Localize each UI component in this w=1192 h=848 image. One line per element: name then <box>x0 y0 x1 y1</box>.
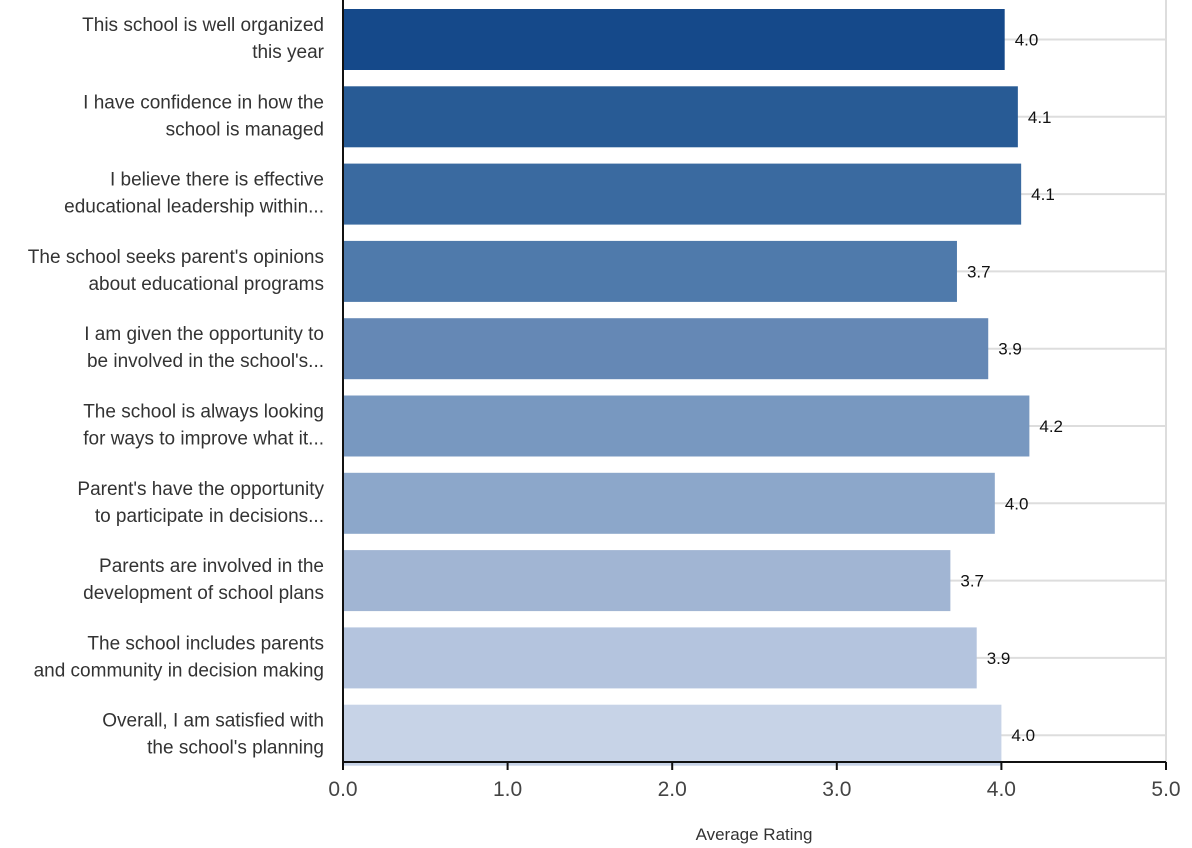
bar-value-label-2: 4.1 <box>1028 108 1052 127</box>
category-label-2: I have confidence in how the school is ma… <box>83 92 324 140</box>
bar-3 <box>343 163 1022 225</box>
bar-value-label-7: 4.0 <box>1005 494 1029 513</box>
bar-value-label-6: 4.2 <box>1039 417 1063 436</box>
x-tick-label-4: 3.0 <box>822 778 851 801</box>
category-label-line: about educational programs <box>88 274 324 295</box>
bar-value-label-4: 3.7 <box>967 262 991 281</box>
category-label-line: I am given the opportunity to <box>84 324 324 345</box>
x-tick-label-1: 0.0 <box>328 778 357 801</box>
x-tick-label-5: 4.0 <box>987 778 1016 801</box>
x-tick-label-3: 2.0 <box>658 778 687 801</box>
category-label-line: Parent's have the opportunity <box>77 479 324 500</box>
bar-8 <box>343 550 951 612</box>
category-label-line: to participate in decisions... <box>95 506 324 527</box>
bar-value-label-5: 3.9 <box>998 340 1022 359</box>
category-label-line: The school includes parents <box>87 633 324 654</box>
bar-value-label-9: 3.9 <box>987 649 1011 668</box>
category-label-line: this year <box>252 42 324 63</box>
x-axis-title: Average Rating <box>696 825 813 844</box>
bar-2 <box>343 86 1018 148</box>
x-tick-label-6: 5.0 <box>1151 778 1180 801</box>
category-label-line: the school's planning <box>147 738 324 759</box>
category-label-8: Parents are involved in the development o… <box>83 556 324 604</box>
category-label-line: and community in decision making <box>34 660 324 681</box>
category-label-6: The school is always looking for ways to … <box>83 402 324 450</box>
bar-10 <box>343 704 1002 766</box>
x-tick-label-2: 1.0 <box>493 778 522 801</box>
category-label-line: I have confidence in how the <box>83 92 324 113</box>
category-label-line: The school is always looking <box>83 402 324 423</box>
category-label-5: I am given the opportunity to be involved… <box>84 324 324 372</box>
bar-7 <box>343 472 995 534</box>
category-label-7: Parent's have the opportunity to particip… <box>77 479 324 527</box>
bar-6 <box>343 395 1030 457</box>
category-label-line: The school seeks parent's opinions <box>28 247 324 268</box>
category-label-line: educational leadership within... <box>64 197 324 218</box>
category-label-4: The school seeks parent's opinions about … <box>28 247 324 295</box>
category-label-1: This school is well organized this year <box>82 15 325 63</box>
category-label-line: Overall, I am satisfied with <box>102 711 324 732</box>
category-label-line: school is managed <box>166 119 324 140</box>
category-label-line: I believe there is effective <box>110 170 324 191</box>
category-label-line: for ways to improve what it... <box>83 429 324 450</box>
axis-layer: 0.0 1.0 2.0 3.0 4.0 5.0 <box>328 0 1181 801</box>
category-label-line: This school is well organized <box>82 15 324 36</box>
category-label-9: The school includes parents and community… <box>34 633 324 681</box>
bar-value-label-1: 4.0 <box>1015 31 1039 50</box>
category-label-3: I believe there is effective educational … <box>64 170 324 218</box>
bar-value-label-8: 3.7 <box>960 572 984 591</box>
bar-4 <box>343 240 957 302</box>
category-label-10: Overall, I am satisfied with the school's… <box>102 711 324 759</box>
bar-1 <box>343 9 1005 70</box>
bar-9 <box>343 627 977 689</box>
label-layer: 4.0 This school is well organized this yea… <box>28 15 1063 759</box>
category-label-line: Parents are involved in the <box>99 556 324 577</box>
bar-value-label-3: 4.1 <box>1031 185 1055 204</box>
category-label-line: development of school plans <box>83 583 324 604</box>
category-label-line: be involved in the school's... <box>87 351 324 372</box>
bar-5 <box>343 318 989 380</box>
bar-value-label-10: 4.0 <box>1011 726 1035 745</box>
bar-layer <box>343 9 1030 766</box>
